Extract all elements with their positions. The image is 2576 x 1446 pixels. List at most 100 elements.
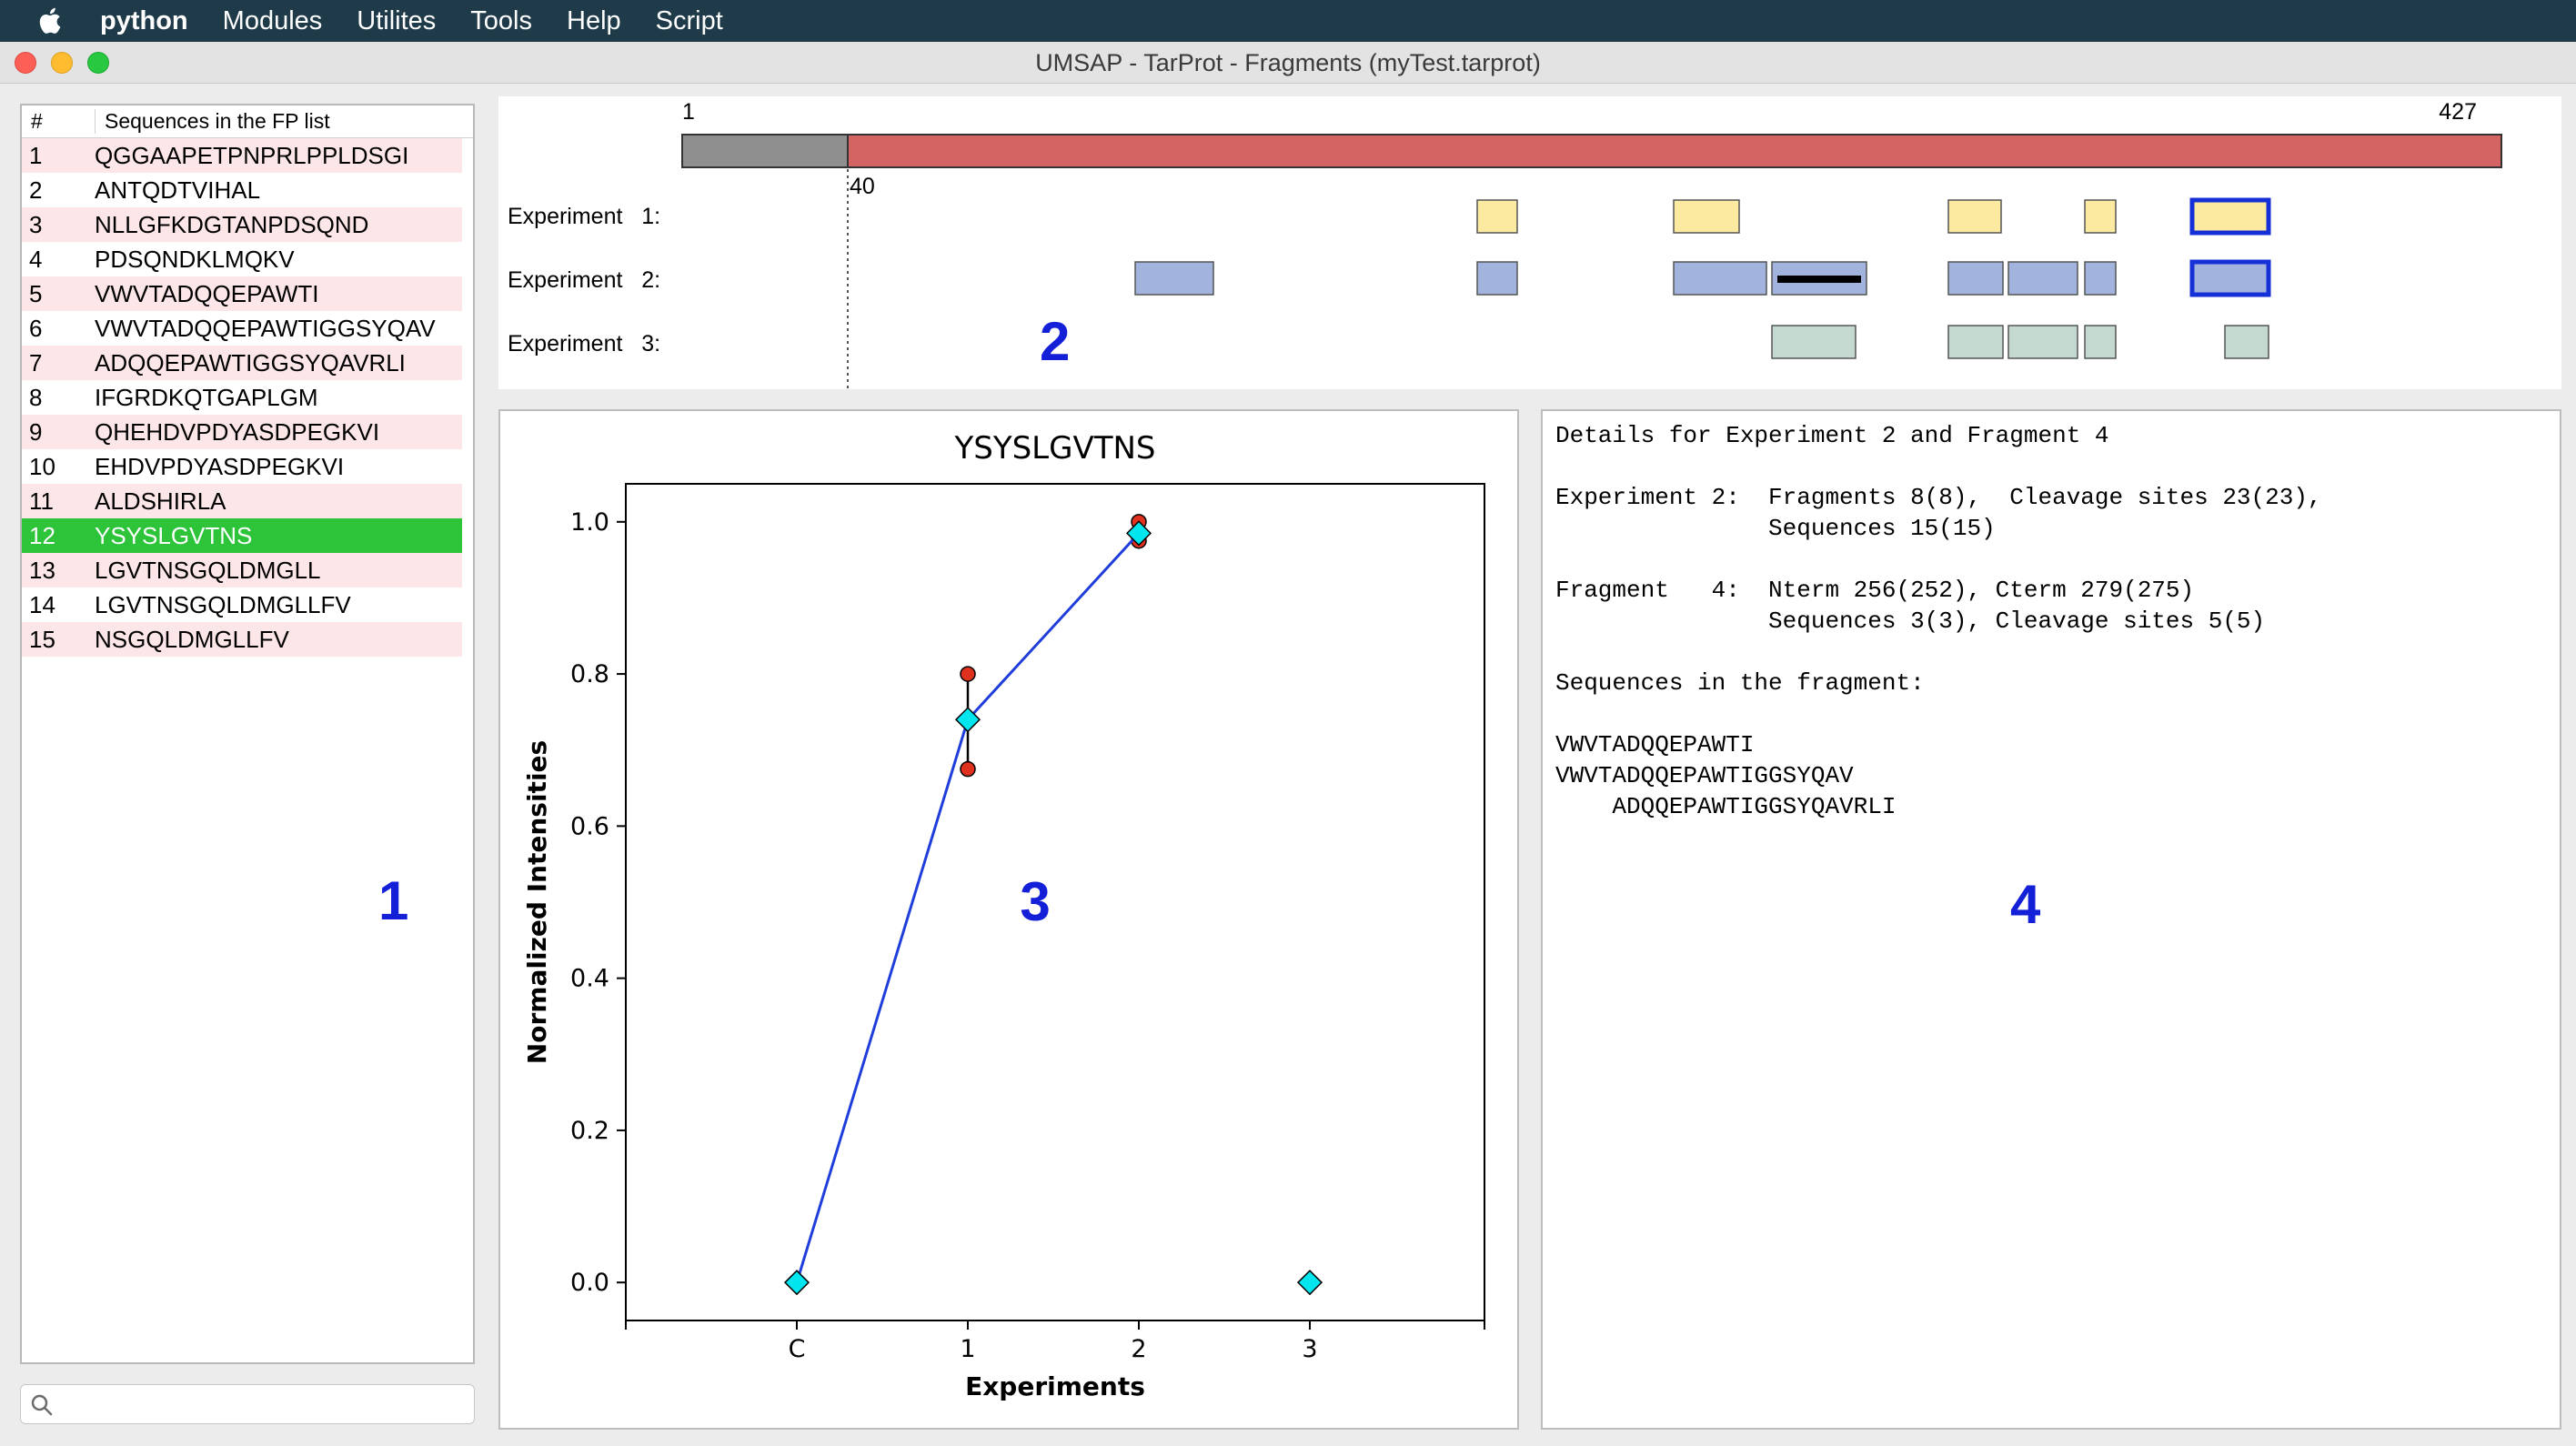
details-line: Sequences 15(15) bbox=[1555, 515, 1996, 542]
list-header: # Sequences in the FP list bbox=[22, 105, 473, 138]
sequence-list: 1 QGGAAPETPNPRLPPLDSGI 2 ANTQDTVIHAL 3 NLLGFK… bbox=[22, 138, 473, 657]
panel-number-label: 2 bbox=[1040, 311, 1070, 372]
table-row[interactable]: 3 NLLGFKDGTANPDSQND bbox=[22, 207, 462, 242]
zoom-window-button[interactable] bbox=[87, 52, 109, 74]
protein-start-label: 1 bbox=[682, 99, 695, 125]
row-sequence: PDSQNDKLMQKV bbox=[95, 245, 295, 273]
details-panel: Details for Experiment 2 and Fragment 4 E… bbox=[1541, 409, 2561, 1430]
row-sequence: QGGAAPETPNPRLPPLDSGI bbox=[95, 141, 409, 169]
row-sequence: EHDVPDYASDPEGKVI bbox=[95, 452, 345, 480]
x-tick-label: 1 bbox=[960, 1335, 975, 1363]
table-row[interactable]: 8 IFGRDKQTGAPLGM bbox=[22, 380, 462, 415]
intensity-chart[interactable]: YSYSLGVTNS 0.0 0.2 0.4 0.6 0.8 1.0 C 1 2 3 Exper… bbox=[500, 411, 1517, 1428]
menu-app-name[interactable]: python bbox=[100, 5, 188, 35]
search-field[interactable] bbox=[20, 1384, 475, 1424]
x-tick-label: 2 bbox=[1131, 1335, 1146, 1363]
table-row[interactable]: 14 LGVTNSGQLDMGLLFV bbox=[22, 587, 462, 622]
table-row[interactable]: 7 ADQQEPAWTIGGSYQAVRLI bbox=[22, 346, 462, 380]
minimize-window-button[interactable] bbox=[51, 52, 73, 74]
fragment-box[interactable] bbox=[1673, 261, 1767, 296]
x-tick-label: 3 bbox=[1302, 1335, 1317, 1363]
y-tick-label: 0.2 bbox=[570, 1117, 609, 1145]
y-tick-label: 0.4 bbox=[570, 965, 609, 993]
column-header-number[interactable]: # bbox=[31, 109, 43, 133]
details-line: ADQQEPAWTIGGSYQAVRLI bbox=[1555, 793, 1897, 820]
panel-number-label: 4 bbox=[2010, 874, 2041, 935]
y-tick-label: 1.0 bbox=[570, 508, 609, 537]
fragment-map-panel: 1 427 40 Experiment 1: Experiment 2: Exp… bbox=[498, 96, 2561, 389]
fragment-box[interactable] bbox=[2224, 325, 2269, 359]
fragment-box[interactable] bbox=[2007, 261, 2078, 296]
data-point[interactable] bbox=[1125, 520, 1152, 547]
fragment-map[interactable]: 1 427 40 Experiment 1: Experiment 2: Exp… bbox=[498, 96, 2561, 389]
row-sequence: NSGQLDMGLLFV bbox=[95, 625, 289, 653]
fragment-box[interactable] bbox=[1771, 325, 1857, 359]
table-row[interactable]: 9 QHEHDVPDYASDPEGKVI bbox=[22, 415, 462, 449]
row-sequence: IFGRDKQTGAPLGM bbox=[95, 383, 318, 411]
row-number: 8 bbox=[29, 383, 43, 411]
fragment-box[interactable] bbox=[2189, 259, 2271, 297]
table-row[interactable]: 2 ANTQDTVIHAL bbox=[22, 173, 462, 207]
row-sequence: YSYSLGVTNS bbox=[95, 521, 253, 549]
table-row[interactable]: 10 EHDVPDYASDPEGKVI bbox=[22, 449, 462, 484]
search-input[interactable] bbox=[63, 1391, 463, 1418]
menu-script[interactable]: Script bbox=[655, 5, 723, 35]
fragment-box[interactable] bbox=[2084, 199, 2117, 234]
row-sequence: VWVTADQQEPAWTIGGSYQAV bbox=[95, 314, 436, 342]
fragment-box[interactable] bbox=[2189, 197, 2271, 236]
table-row[interactable]: 12 YSYSLGVTNS bbox=[22, 518, 462, 553]
y-axis-title: Normalized Intensities bbox=[522, 740, 552, 1064]
row-sequence: NLLGFKDGTANPDSQND bbox=[95, 210, 369, 238]
table-row[interactable]: 6 VWVTADQQEPAWTIGGSYQAV bbox=[22, 311, 462, 346]
x-tick-label: C bbox=[789, 1335, 806, 1363]
table-row[interactable]: 4 PDSQNDKLMQKV bbox=[22, 242, 462, 276]
native-region-bar bbox=[681, 134, 849, 168]
column-header-sequence[interactable]: Sequences in the FP list bbox=[95, 109, 473, 134]
data-point[interactable] bbox=[783, 1270, 810, 1296]
row-number: 6 bbox=[29, 314, 43, 342]
replicate-point[interactable] bbox=[960, 666, 976, 682]
table-row[interactable]: 13 LGVTNSGQLDMGLL bbox=[22, 553, 462, 587]
fragment-box[interactable] bbox=[1476, 261, 1518, 296]
details-line: Sequences 3(3), Cleavage sites 5(5) bbox=[1555, 608, 2266, 635]
row-number: 3 bbox=[29, 210, 43, 238]
details-text[interactable]: Details for Experiment 2 and Fragment 4 E… bbox=[1555, 420, 2322, 822]
fragment-box[interactable] bbox=[2007, 325, 2078, 359]
fragment-box[interactable] bbox=[2084, 325, 2117, 359]
panel-number-label: 1 bbox=[378, 870, 409, 931]
row-number: 13 bbox=[29, 556, 55, 584]
replicate-point[interactable] bbox=[960, 760, 976, 778]
menu-help[interactable]: Help bbox=[567, 5, 621, 35]
sequence-list-panel: # Sequences in the FP list 1 QGGAAPETPNPR… bbox=[20, 104, 475, 1364]
table-row[interactable]: 11 ALDSHIRLA bbox=[22, 484, 462, 518]
y-tick-label: 0.6 bbox=[570, 812, 609, 840]
apple-icon[interactable] bbox=[35, 5, 67, 37]
details-line: Fragment 4: Nterm 256(252), Cterm 279(27… bbox=[1555, 577, 2195, 604]
menu-tools[interactable]: Tools bbox=[470, 5, 532, 35]
details-line bbox=[1555, 637, 2322, 668]
y-tick-label: 0.8 bbox=[570, 660, 609, 688]
row-number: 14 bbox=[29, 590, 55, 618]
table-row[interactable]: 5 VWVTADQQEPAWTI bbox=[22, 276, 462, 311]
fragment-box[interactable] bbox=[1947, 261, 2004, 296]
window-titlebar: UMSAP - TarProt - Fragments (myTest.tarp… bbox=[0, 42, 2576, 84]
menu-utilites[interactable]: Utilites bbox=[357, 5, 437, 35]
close-window-button[interactable] bbox=[15, 52, 36, 74]
row-number: 10 bbox=[29, 452, 55, 480]
details-line: Experiment 2: Fragments 8(8), Cleavage s… bbox=[1555, 484, 2322, 511]
fragment-box[interactable] bbox=[1476, 199, 1518, 234]
fragment-box[interactable] bbox=[1947, 199, 2002, 234]
table-row[interactable]: 15 NSGQLDMGLLFV bbox=[22, 622, 462, 657]
row-sequence: VWVTADQQEPAWTI bbox=[95, 279, 319, 307]
fragment-box[interactable] bbox=[1947, 325, 2004, 359]
details-line bbox=[1555, 451, 2322, 482]
menu-modules[interactable]: Modules bbox=[222, 5, 323, 35]
data-point[interactable] bbox=[954, 707, 981, 733]
fragment-box[interactable] bbox=[1673, 199, 1740, 234]
table-row[interactable]: 1 QGGAAPETPNPRLPPLDSGI bbox=[22, 138, 462, 173]
row-sequence: ALDSHIRLA bbox=[95, 487, 226, 515]
fragment-box[interactable] bbox=[2084, 261, 2117, 296]
fragment-box[interactable] bbox=[1134, 261, 1214, 296]
data-point[interactable] bbox=[1296, 1270, 1323, 1296]
row-number: 12 bbox=[29, 521, 55, 549]
